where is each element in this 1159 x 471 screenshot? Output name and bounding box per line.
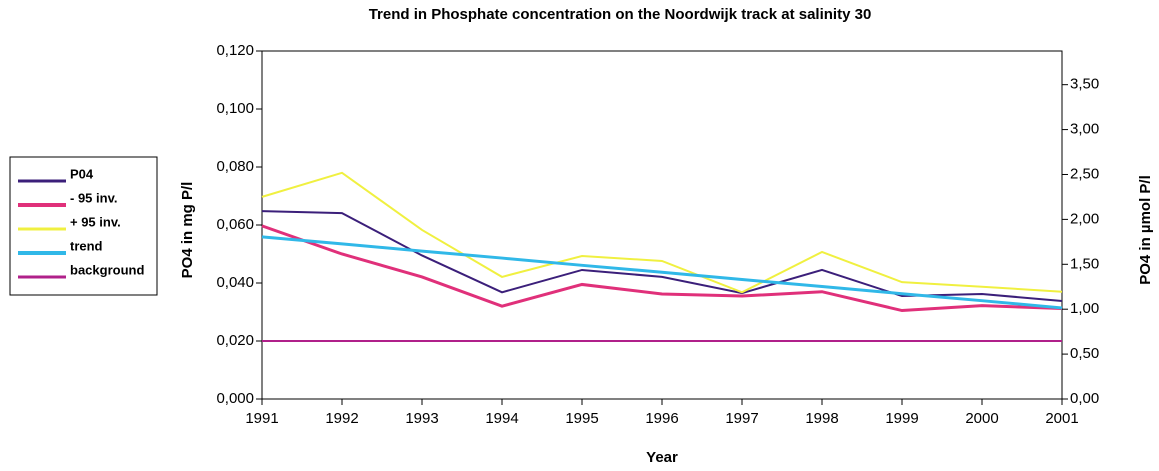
y-tick-label: 0,060 (216, 216, 254, 233)
y2-tick-label: 2,00 (1070, 210, 1099, 227)
x-tick-label: 1992 (325, 410, 358, 427)
x-tick-label: 2001 (1045, 410, 1078, 427)
legend-label: - 95 inv. (70, 190, 117, 205)
y2-tick-label: 0,00 (1070, 390, 1099, 407)
y-tick-label: 0,080 (216, 158, 254, 175)
x-tick-label: 1995 (565, 410, 598, 427)
y-tick-label: 0,000 (216, 390, 254, 407)
chart-title: Trend in Phosphate concentration on the … (369, 6, 872, 23)
x-tick-label: 1999 (885, 410, 918, 427)
y2-tick-label: 0,50 (1070, 345, 1099, 362)
y-tick-label: 0,120 (216, 42, 254, 59)
x-tick-label: 1997 (725, 410, 758, 427)
x-axis-label: Year (646, 449, 678, 466)
y2-tick-label: 2,50 (1070, 165, 1099, 182)
y-axis-label: PO4 in mg P/l (179, 182, 196, 279)
y2-tick-label: 1,50 (1070, 255, 1099, 272)
plot-frame (261, 50, 1063, 400)
y2-tick-label: 3,50 (1070, 76, 1099, 93)
series-line (261, 224, 1063, 313)
legend-label: trend (70, 238, 103, 253)
legend-label: P04 (70, 166, 94, 181)
series-line (261, 171, 1063, 294)
y2-tick-label: 3,00 (1070, 121, 1099, 138)
y2-axis-label: PO4 in µmol P/l (1137, 175, 1154, 285)
series-line (261, 210, 1063, 302)
x-tick-label: 1993 (405, 410, 438, 427)
y-tick-label: 0,100 (216, 100, 254, 117)
y2-tick-label: 1,00 (1070, 300, 1099, 317)
x-tick-label: 1991 (245, 410, 278, 427)
y-tick-label: 0,020 (216, 332, 254, 349)
y-tick-label: 0,040 (216, 274, 254, 291)
series-line (261, 235, 1063, 310)
x-tick-label: 2000 (965, 410, 998, 427)
x-tick-label: 1994 (485, 410, 518, 427)
x-tick-label: 1998 (805, 410, 838, 427)
legend-label: background (70, 262, 144, 277)
x-tick-label: 1996 (645, 410, 678, 427)
legend-label: + 95 inv. (70, 214, 121, 229)
